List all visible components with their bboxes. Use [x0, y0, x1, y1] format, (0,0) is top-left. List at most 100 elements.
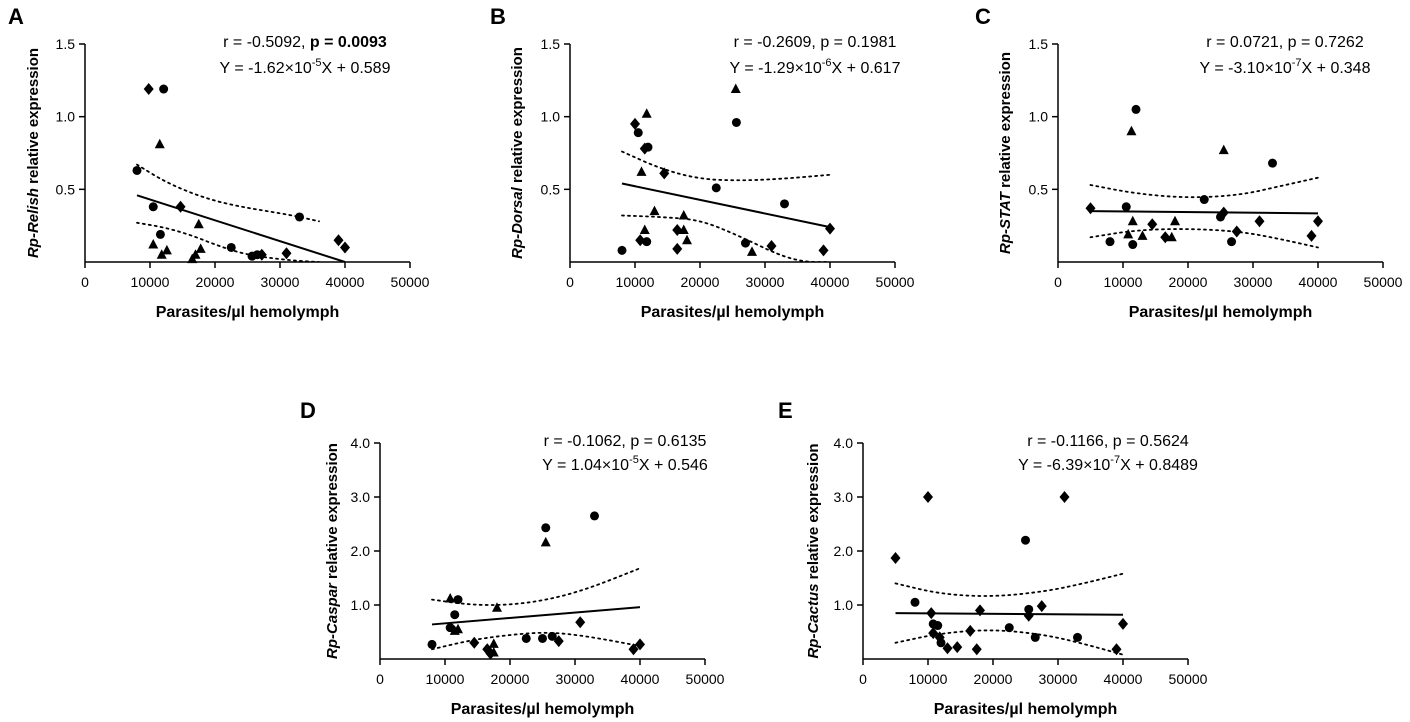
y-axis-gene-name: Rp-Caspar [324, 582, 341, 659]
data-point-diamond [1218, 206, 1229, 219]
ci-upper-band [136, 163, 320, 223]
data-point-circle [642, 237, 652, 247]
equation-coefficient: Y = 1.04×10 [542, 457, 629, 474]
x-tick-label: 10000 [616, 274, 655, 290]
data-point-diamond [1160, 231, 1171, 244]
data-point-triangle [641, 108, 652, 118]
data-point-triangle [1170, 215, 1180, 226]
regression-line [136, 194, 346, 262]
data-point-triangle [1126, 125, 1137, 136]
data-point-diamond [1111, 643, 1122, 656]
stat-r: r = -0.2609, p = 0.1981 [734, 34, 897, 51]
y-tick-label: 3.0 [351, 489, 371, 505]
data-point-circle [1121, 202, 1131, 212]
data-point-triangle [639, 224, 650, 235]
data-point-diamond [635, 638, 645, 651]
data-point-circle [541, 523, 551, 533]
regression-line [621, 182, 831, 229]
stat-r: r = -0.1166, p = 0.5624 [1027, 433, 1189, 450]
stat-r-p: r = -0.5092, p = 0.0093 [223, 34, 387, 51]
x-tick-label: 0 [1054, 274, 1062, 290]
ci-lower-band [431, 631, 641, 651]
data-point-diamond [340, 241, 350, 254]
data-point-diamond [281, 247, 292, 260]
data-point-circle [132, 165, 142, 175]
x-axis-label: Parasites/µl hemolymph [1129, 304, 1313, 321]
stat-r: r = 0.0721, p = 0.7262 [1206, 34, 1364, 51]
x-tick-label: 30000 [746, 274, 785, 290]
data-point-circle [633, 128, 643, 138]
y-axis-label-suffix: relative expression [509, 47, 526, 187]
x-tick-label: 0 [566, 274, 574, 290]
stat-r-p: r = -0.2609, p = 0.1981 [734, 34, 897, 51]
data-point-diamond [766, 240, 777, 253]
equation-exponent: -6 [822, 57, 832, 69]
data-point-triangle [453, 623, 463, 634]
data-point-circle [1024, 604, 1034, 614]
data-point-circle [1030, 632, 1040, 642]
data-point-circle [1128, 240, 1138, 250]
data-point-circle [1004, 623, 1014, 633]
data-point-circle [1073, 632, 1082, 642]
panel-D: D 0 10000 20000 30000 40000 50000 1.0 2.0 3.0 4.0 P… [300, 398, 725, 718]
x-tick-label: 10000 [909, 671, 948, 687]
equation-exponent: -7 [1110, 454, 1120, 466]
data-point-diamond [942, 642, 953, 655]
data-point-triangle [1166, 231, 1177, 242]
data-point-circle [148, 202, 158, 212]
data-point-circle [547, 631, 557, 641]
data-point-triangle [649, 205, 660, 216]
x-tick-label: 30000 [556, 671, 595, 687]
data-point-diamond [1059, 491, 1070, 503]
data-point-diamond [971, 643, 982, 656]
data-point-triangle [1127, 215, 1138, 226]
ci-lower-band [894, 629, 1124, 656]
data-point-circle [643, 142, 653, 152]
data-point-diamond [672, 224, 683, 237]
data-point-triangle [190, 249, 201, 259]
x-tick-label: 20000 [974, 671, 1013, 687]
equation-exponent: -7 [1292, 57, 1302, 69]
data-point-diamond [890, 552, 901, 565]
y-tick-label: 1.5 [56, 36, 76, 52]
data-point-diamond [553, 635, 564, 648]
data-point-circle [155, 229, 165, 239]
data-point-diamond [1306, 229, 1317, 242]
y-axis-gene-name: Rp-Relish [25, 188, 42, 258]
y-tick-label: 1.0 [541, 109, 561, 125]
data-point-diamond [1147, 218, 1158, 231]
y-axis-label-suffix: relative expression [805, 443, 822, 583]
x-tick-label: 30000 [261, 274, 300, 290]
panel-letter: E [778, 398, 793, 423]
ci-upper-band [894, 572, 1124, 597]
panel-C: C 0 10000 20000 30000 40000 50000 0.5 1.0 1.5 Para… [975, 4, 1403, 321]
y-axis-label-suffix: relative expression [25, 48, 42, 188]
data-point-triangle [747, 246, 757, 256]
stat-equation: Y = -1.29×10-6X + 0.617 [730, 57, 901, 77]
stat-r-p: r = -0.1062, p = 0.6135 [544, 433, 707, 450]
stat-r-p: r = 0.0721, p = 0.7262 [1206, 34, 1364, 51]
stat-p-value: p = 0.0093 [310, 34, 387, 51]
x-tick-label: 40000 [326, 274, 365, 290]
data-point-triangle [636, 166, 647, 176]
data-point-circle [1131, 104, 1141, 114]
data-point-triangle [492, 602, 502, 612]
regression-line [431, 606, 641, 626]
y-tick-label: 4.0 [351, 435, 371, 451]
panel-A: A 0 10000 20000 30000 40000 50000 0.5 1.0 1.5 Para… [8, 4, 430, 321]
y-tick-label: 1.0 [56, 109, 76, 125]
data-point-diamond [1118, 617, 1128, 630]
data-point-triangle [1218, 144, 1229, 155]
x-tick-label: 40000 [1104, 671, 1143, 687]
data-point-triangle [148, 239, 159, 249]
data-point-circle [590, 511, 599, 521]
equation-intercept: X + 0.546 [639, 457, 708, 474]
y-axis-label: Rp-Cactus relative expression [805, 443, 822, 658]
data-point-circle [936, 638, 946, 648]
data-point-diamond [333, 234, 344, 247]
data-point-circle [427, 639, 437, 649]
data-point-diamond [952, 641, 963, 654]
y-tick-label: 1.0 [834, 597, 854, 613]
data-point-circle [1105, 237, 1115, 247]
ci-lower-band [1089, 228, 1319, 249]
